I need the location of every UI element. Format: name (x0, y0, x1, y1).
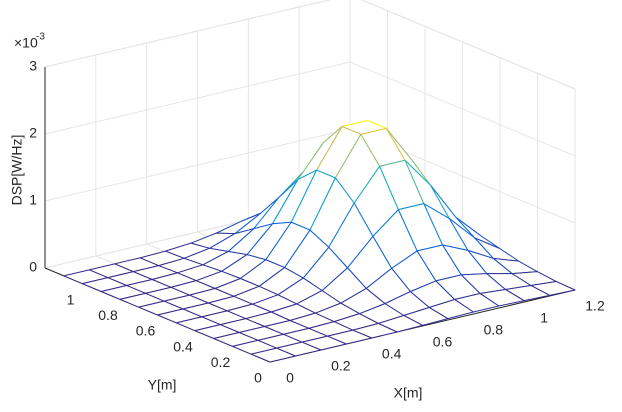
z-tick-label: 3 (29, 58, 37, 74)
y-tick-label: 0.4 (173, 338, 193, 354)
grid-line (349, 61, 576, 157)
y-tick-label: 0.6 (136, 323, 156, 339)
y-tick-label: 1 (67, 291, 75, 307)
y-axis-label: Y[m] (148, 377, 177, 393)
y-tick-label: 0 (254, 370, 262, 386)
x-tick-label: 0.2 (331, 358, 351, 374)
mesh-cell (250, 347, 296, 363)
grid-line (360, 0, 576, 90)
grid-line (44, 0, 331, 68)
z-tick-label: 1 (29, 192, 37, 208)
x-tick-label: 0.6 (433, 334, 453, 350)
x-tick-label: 0.8 (484, 322, 504, 338)
x-tick-label: 1 (540, 310, 548, 326)
grid-line (44, 128, 351, 202)
grid-line (44, 61, 351, 135)
y-tick-label: 0.2 (211, 354, 231, 370)
y-tick-label: 0.8 (98, 307, 118, 323)
x-axis-label: X[m] (394, 385, 423, 401)
z-tick-label: 0 (29, 259, 37, 275)
x-tick-label: 0 (286, 370, 294, 386)
x-tick-label: 1.2 (585, 298, 605, 314)
x-tick-label: 0.4 (382, 346, 402, 362)
z-multiplier: ×10 (14, 35, 38, 51)
z-exponent: -3 (36, 32, 45, 43)
z-tick-label: 2 (29, 125, 37, 141)
z-axis-label: DSP[W/Hz] (9, 135, 25, 206)
